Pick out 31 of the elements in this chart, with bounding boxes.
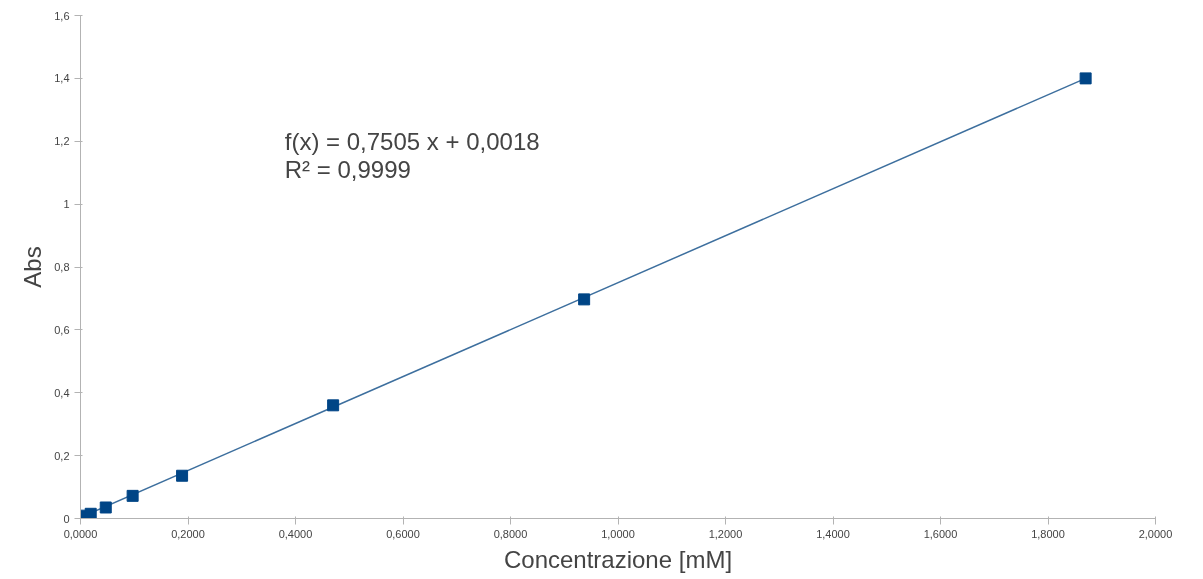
x-tick-label: 1,6000 [923,527,958,540]
point [126,489,139,502]
y-tick-label: 0 [63,512,70,525]
y-tick-label: 1,2 [54,135,70,148]
point [84,507,97,519]
y-tick-label: 0,8 [54,261,70,273]
point [176,469,189,482]
x-tick-label: 2,0000 [1138,527,1173,540]
point [327,399,340,412]
y-tick-label: 0,2 [54,449,70,462]
point [99,501,112,514]
x-tick-label: 0,6000 [386,527,420,540]
annotation: f(x) = 0,7505 x + 0,0018 [284,127,540,155]
x-tick-label: 1,4000 [816,527,850,540]
x-tick-label: 0,8000 [493,527,528,540]
point [1079,72,1092,85]
y-tick-label: 0,4 [54,386,70,399]
x-tick-label: 0,4000 [278,527,313,540]
x-tick-label: 1,2000 [708,527,743,540]
annotation: R² = 0,9999 [284,156,411,184]
x-tick-label: 1,0000 [601,527,635,540]
x-axis-title: Concentrazione [mM] [503,545,733,573]
y-axis-title: Abs [19,246,47,288]
x-tick-label: 1,8000 [1031,527,1065,540]
y-tick-label: 0,6 [54,323,70,336]
y-tick-label: 1 [63,198,70,211]
x-tick-label: 0,0000 [63,527,98,540]
point [578,293,591,306]
x-tick-label: 0,2000 [171,527,205,540]
y-tick-label: 1,4 [54,72,70,85]
y-tick-label: 1,6 [54,9,70,22]
